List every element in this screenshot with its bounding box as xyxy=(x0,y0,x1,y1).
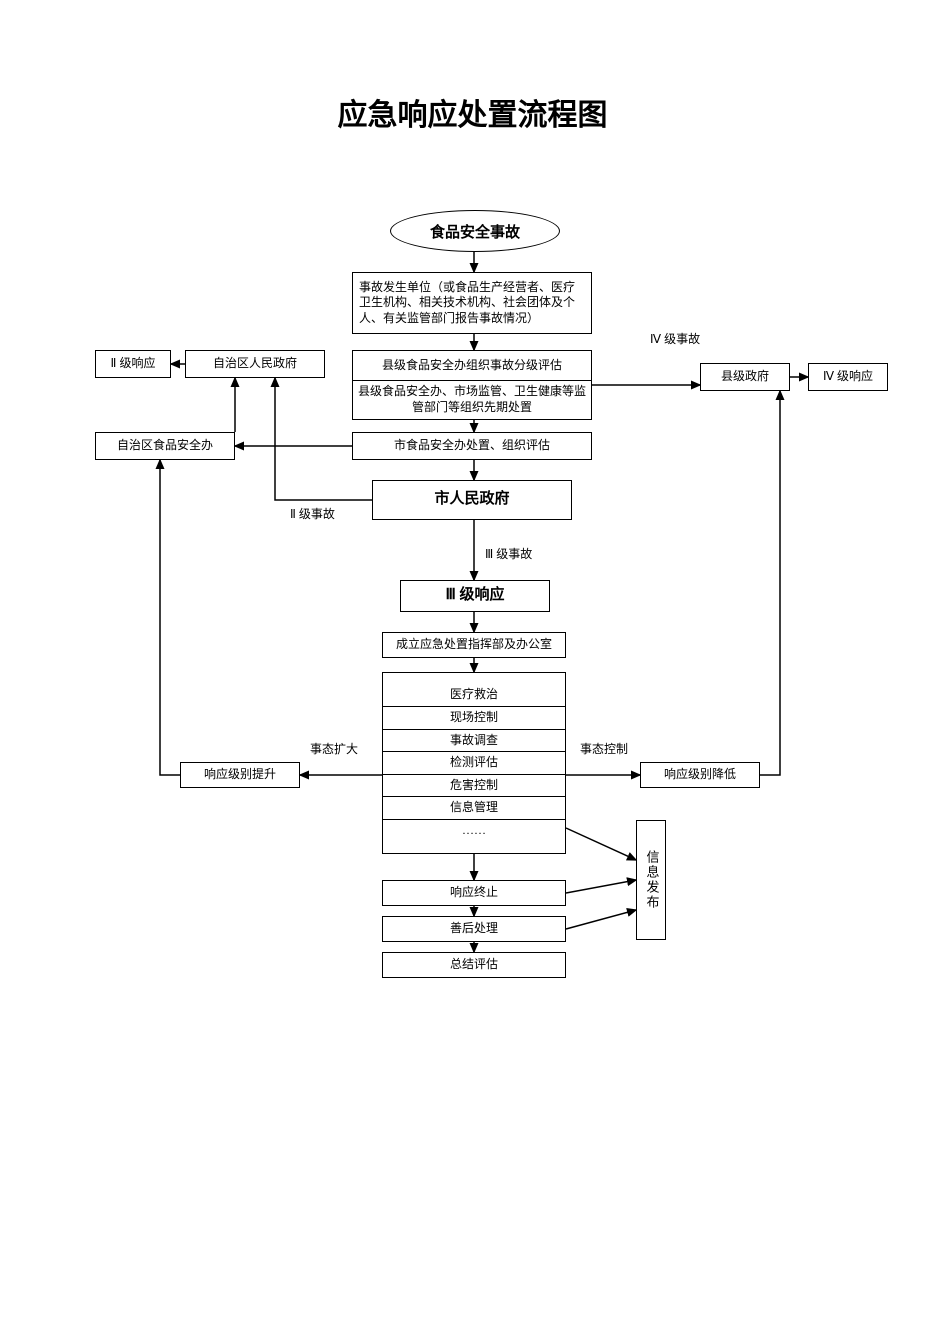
node-city-gov: 市人民政府 xyxy=(372,480,572,520)
act-row: …… xyxy=(383,819,565,842)
node-level3: Ⅲ 级响应 xyxy=(400,580,550,612)
info-text: 信息发布 xyxy=(643,850,660,910)
stop-text: 响应终止 xyxy=(450,885,498,901)
city-assess-text: 市食品安全办处置、组织评估 xyxy=(394,438,550,454)
node-report: 事故发生单位（或食品生产经营者、医疗卫生机构、相关技术机构、社会团体及个人、有关… xyxy=(352,272,592,334)
node-downgrade: 响应级别降低 xyxy=(640,762,760,788)
node-info-publish: 信息发布 xyxy=(636,820,666,940)
node-level4: Ⅳ 级响应 xyxy=(808,363,888,391)
node-county-assess: 县级食品安全办组织事故分级评估 县级食品安全办、市场监管、卫生健康等监管部门等组… xyxy=(352,350,592,420)
label-iii-event: Ⅲ 级事故 xyxy=(485,545,532,562)
act-row: 事故调查 xyxy=(383,729,565,752)
act-row: 危害控制 xyxy=(383,774,565,797)
act-row: 检测评估 xyxy=(383,751,565,774)
node-county-gov: 县级政府 xyxy=(700,363,790,391)
city-gov-text: 市人民政府 xyxy=(434,490,509,510)
node-ar-gov: 自治区人民政府 xyxy=(185,350,325,378)
report-text: 事故发生单位（或食品生产经营者、医疗卫生机构、相关技术机构、社会团体及个人、有关… xyxy=(359,280,585,327)
node-city-assess: 市食品安全办处置、组织评估 xyxy=(352,432,592,460)
node-ar-office: 自治区食品安全办 xyxy=(95,432,235,460)
act-row: 医疗救治 xyxy=(383,684,565,706)
act-row: 现场控制 xyxy=(383,706,565,729)
level2-text: Ⅱ 级响应 xyxy=(111,356,156,372)
level3-text: Ⅲ 级响应 xyxy=(445,586,504,606)
label-control: 事态控制 xyxy=(580,740,628,757)
start-label: 食品安全事故 xyxy=(430,221,520,242)
county-assess-2: 县级食品安全办、市场监管、卫生健康等监管部门等组织先期处置 xyxy=(353,380,591,419)
node-setup: 成立应急处置指挥部及办公室 xyxy=(382,632,566,658)
node-activities: 医疗救治 现场控制 事故调查 检测评估 危害控制 信息管理 …… xyxy=(382,672,566,854)
node-summary: 总结评估 xyxy=(382,952,566,978)
node-stop: 响应终止 xyxy=(382,880,566,906)
label-expand: 事态扩大 xyxy=(310,740,358,757)
page-title: 应急响应处置流程图 xyxy=(0,90,945,134)
node-start: 食品安全事故 xyxy=(390,210,560,252)
node-after: 善后处理 xyxy=(382,916,566,942)
downgrade-text: 响应级别降低 xyxy=(664,767,736,783)
node-level2: Ⅱ 级响应 xyxy=(95,350,171,378)
after-text: 善后处理 xyxy=(450,921,498,937)
summary-text: 总结评估 xyxy=(450,957,498,973)
page: 应急响应处置流程图 xyxy=(0,0,945,1337)
ar-gov-text: 自治区人民政府 xyxy=(213,356,297,372)
setup-text: 成立应急处置指挥部及办公室 xyxy=(396,637,552,653)
node-upgrade: 响应级别提升 xyxy=(180,762,300,788)
level4-text: Ⅳ 级响应 xyxy=(823,369,873,385)
ar-office-text: 自治区食品安全办 xyxy=(117,438,213,454)
flow-lines xyxy=(0,0,945,1337)
county-gov-text: 县级政府 xyxy=(721,369,769,385)
county-assess-1: 县级食品安全办组织事故分级评估 xyxy=(353,351,591,380)
act-row: 信息管理 xyxy=(383,796,565,819)
upgrade-text: 响应级别提升 xyxy=(204,767,276,783)
label-ii-event: Ⅱ 级事故 xyxy=(290,505,335,522)
label-iv-event: Ⅳ 级事故 xyxy=(650,330,700,347)
